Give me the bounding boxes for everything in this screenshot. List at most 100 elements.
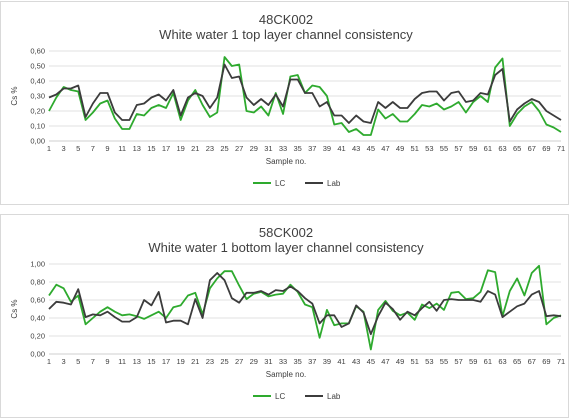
x-tick-label: 29 [250,144,258,153]
x-tick-label: 21 [191,357,199,366]
x-tick-label: 61 [484,144,492,153]
x-axis-title: Sample no. [266,157,306,166]
x-tick-label: 61 [484,357,492,366]
x-tick-label: 59 [469,144,477,153]
x-tick-label: 63 [498,144,506,153]
legend-label-lc: LC [275,179,285,188]
y-axis-title: Cs % [10,86,19,105]
y-axis-title: Cs % [10,299,19,318]
series-line-lc [48,264,562,351]
x-tick-label: 49 [396,357,404,366]
x-tick-label: 23 [206,357,214,366]
x-tick-label: 35 [294,357,302,366]
x-tick-label: 15 [147,357,155,366]
x-tick-label: 7 [91,357,95,366]
x-tick-label: 9 [105,357,109,366]
x-axis-title: Sample no. [266,370,306,379]
x-tick-label: 33 [279,357,287,366]
x-tick-label: 35 [294,144,302,153]
x-tick-label: 37 [308,357,316,366]
x-tick-label: 13 [133,144,141,153]
x-tick-label: 1 [47,357,51,366]
x-tick-label: 11 [118,144,126,153]
chart-panel-bottom-layer: 58CK002 White water 1 bottom layer channe… [0,214,569,418]
x-tick-label: 5 [76,144,80,153]
x-tick-label: 7 [91,144,95,153]
x-tick-label: 11 [118,357,126,366]
y-tick-label: 0,80 [30,278,45,287]
x-tick-label: 27 [235,144,243,153]
y-tick-label: 0,10 [30,122,45,131]
y-tick-label: 0,40 [30,314,45,323]
x-tick-label: 59 [469,357,477,366]
x-tick-label: 31 [264,144,272,153]
y-tick-label: 0,20 [30,107,45,116]
x-tick-label: 23 [206,144,214,153]
x-tick-label: 17 [162,357,170,366]
x-tick-label: 53 [425,144,433,153]
x-tick-label: 27 [235,357,243,366]
x-tick-label: 57 [454,357,462,366]
x-tick-label: 41 [337,357,345,366]
x-tick-label: 19 [176,357,184,366]
x-tick-label: 37 [308,144,316,153]
x-tick-label: 67 [528,144,536,153]
chart-title: 58CK002 [259,225,313,240]
x-tick-label: 69 [542,357,550,366]
x-tick-label: 43 [352,357,360,366]
x-tick-label: 33 [279,144,287,153]
y-tick-label: 0,50 [30,62,45,71]
x-tick-label: 67 [528,357,536,366]
x-tick-label: 21 [191,144,199,153]
y-tick-label: 0,40 [30,77,45,86]
x-tick-label: 3 [62,144,66,153]
y-tick-label: 0,00 [30,350,45,359]
x-tick-label: 49 [396,144,404,153]
x-tick-label: 51 [411,357,419,366]
y-tick-label: 0,30 [30,92,45,101]
x-tick-label: 47 [381,357,389,366]
x-tick-label: 57 [454,144,462,153]
chart-panel-top-layer: 48CK002 White water 1 top layer channel c… [0,1,569,205]
x-tick-label: 31 [264,357,272,366]
x-tick-label: 25 [220,357,228,366]
legend-label-lab: Lab [327,179,341,188]
x-tick-label: 45 [367,357,375,366]
x-tick-label: 69 [542,144,550,153]
x-tick-label: 41 [337,144,345,153]
series-line-lab [48,272,562,336]
x-tick-label: 55 [440,357,448,366]
legend-label-lc: LC [275,392,285,401]
chart-subtitle: White water 1 top layer channel consiste… [159,27,413,42]
x-tick-label: 9 [105,144,109,153]
x-tick-label: 65 [513,357,521,366]
x-tick-label: 71 [557,144,565,153]
x-tick-label: 55 [440,144,448,153]
x-tick-label: 13 [133,357,141,366]
x-tick-label: 65 [513,144,521,153]
x-tick-label: 47 [381,144,389,153]
x-tick-label: 45 [367,144,375,153]
x-tick-label: 25 [220,144,228,153]
x-tick-label: 39 [323,357,331,366]
series-line-lab [48,63,562,124]
y-tick-label: 1,00 [30,260,45,269]
x-tick-label: 19 [176,144,184,153]
y-tick-label: 0,20 [30,332,45,341]
x-tick-label: 17 [162,144,170,153]
x-tick-label: 53 [425,357,433,366]
x-tick-label: 63 [498,357,506,366]
y-tick-label: 0,60 [30,47,45,56]
x-tick-label: 3 [62,357,66,366]
x-tick-label: 39 [323,144,331,153]
x-tick-label: 15 [147,144,155,153]
x-tick-label: 71 [557,357,565,366]
chart-subtitle: White water 1 bottom layer channel consi… [148,240,424,255]
x-tick-label: 5 [76,357,80,366]
x-tick-label: 1 [47,144,51,153]
x-tick-label: 43 [352,144,360,153]
x-tick-label: 51 [411,144,419,153]
y-tick-label: 0,00 [30,137,45,146]
